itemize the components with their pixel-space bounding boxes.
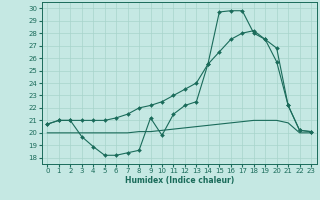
X-axis label: Humidex (Indice chaleur): Humidex (Indice chaleur) [124, 176, 234, 185]
